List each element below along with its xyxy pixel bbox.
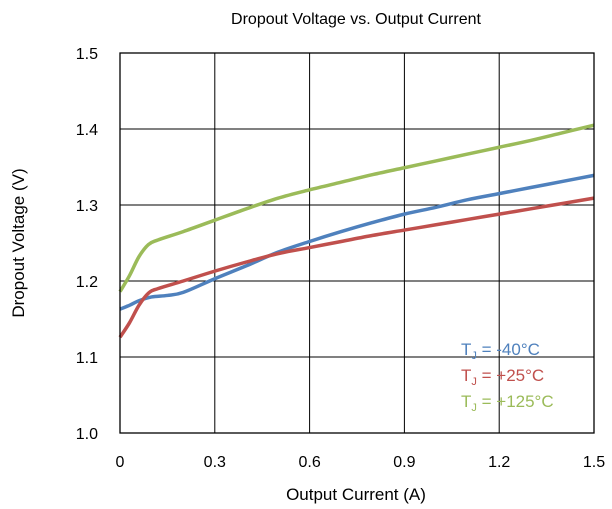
- y-axis-label: Dropout Voltage (V): [9, 168, 28, 317]
- legend-subscript: J: [471, 402, 477, 414]
- series-lines: [118, 123, 595, 339]
- y-tick-label: 1.4: [76, 122, 98, 139]
- legend-entry: TJ = -40°C: [461, 340, 540, 362]
- legend-symbol: T: [461, 366, 471, 385]
- x-tick-label: 0.3: [204, 454, 226, 471]
- y-tick-label: 1.1: [76, 350, 98, 367]
- x-tick-label: 0.6: [298, 454, 320, 471]
- y-tick-label: 1.5: [76, 46, 98, 63]
- x-tick-label: 1.2: [488, 454, 510, 471]
- legend-entry: TJ = +25°C: [461, 366, 544, 388]
- legend-subscript: J: [471, 350, 477, 362]
- legend-entry: TJ = +125°C: [461, 392, 554, 414]
- legend-label: = +125°C: [477, 392, 554, 411]
- x-tick-label: 0: [116, 454, 125, 471]
- series-line-1: [119, 173, 595, 311]
- x-tick-label: 0.9: [393, 454, 415, 471]
- y-tick-labels: 1.0 1.1 1.2 1.3 1.4 1.5: [76, 46, 98, 443]
- x-tick-labels: 0 0.3 0.6 0.9 1.2 1.5: [116, 454, 606, 471]
- y-tick-label: 1.0: [76, 426, 98, 443]
- y-tick-label: 1.3: [76, 198, 98, 215]
- series-line-2: [118, 196, 595, 339]
- legend-label: = -40°C: [477, 340, 540, 359]
- plot-frame: [119, 52, 595, 434]
- chart-title: Dropout Voltage vs. Output Current: [231, 11, 481, 28]
- legend: TJ = -40°CTJ = +25°CTJ = +125°C: [461, 340, 554, 414]
- y-tick-label: 1.2: [76, 274, 98, 291]
- x-axis-label: Output Current (A): [286, 485, 426, 504]
- legend-symbol: T: [461, 340, 471, 359]
- legend-label: = +25°C: [477, 366, 544, 385]
- x-tick-label: 1.5: [583, 454, 605, 471]
- legend-subscript: J: [471, 376, 477, 388]
- legend-symbol: T: [461, 392, 471, 411]
- series-line-3: [118, 123, 595, 293]
